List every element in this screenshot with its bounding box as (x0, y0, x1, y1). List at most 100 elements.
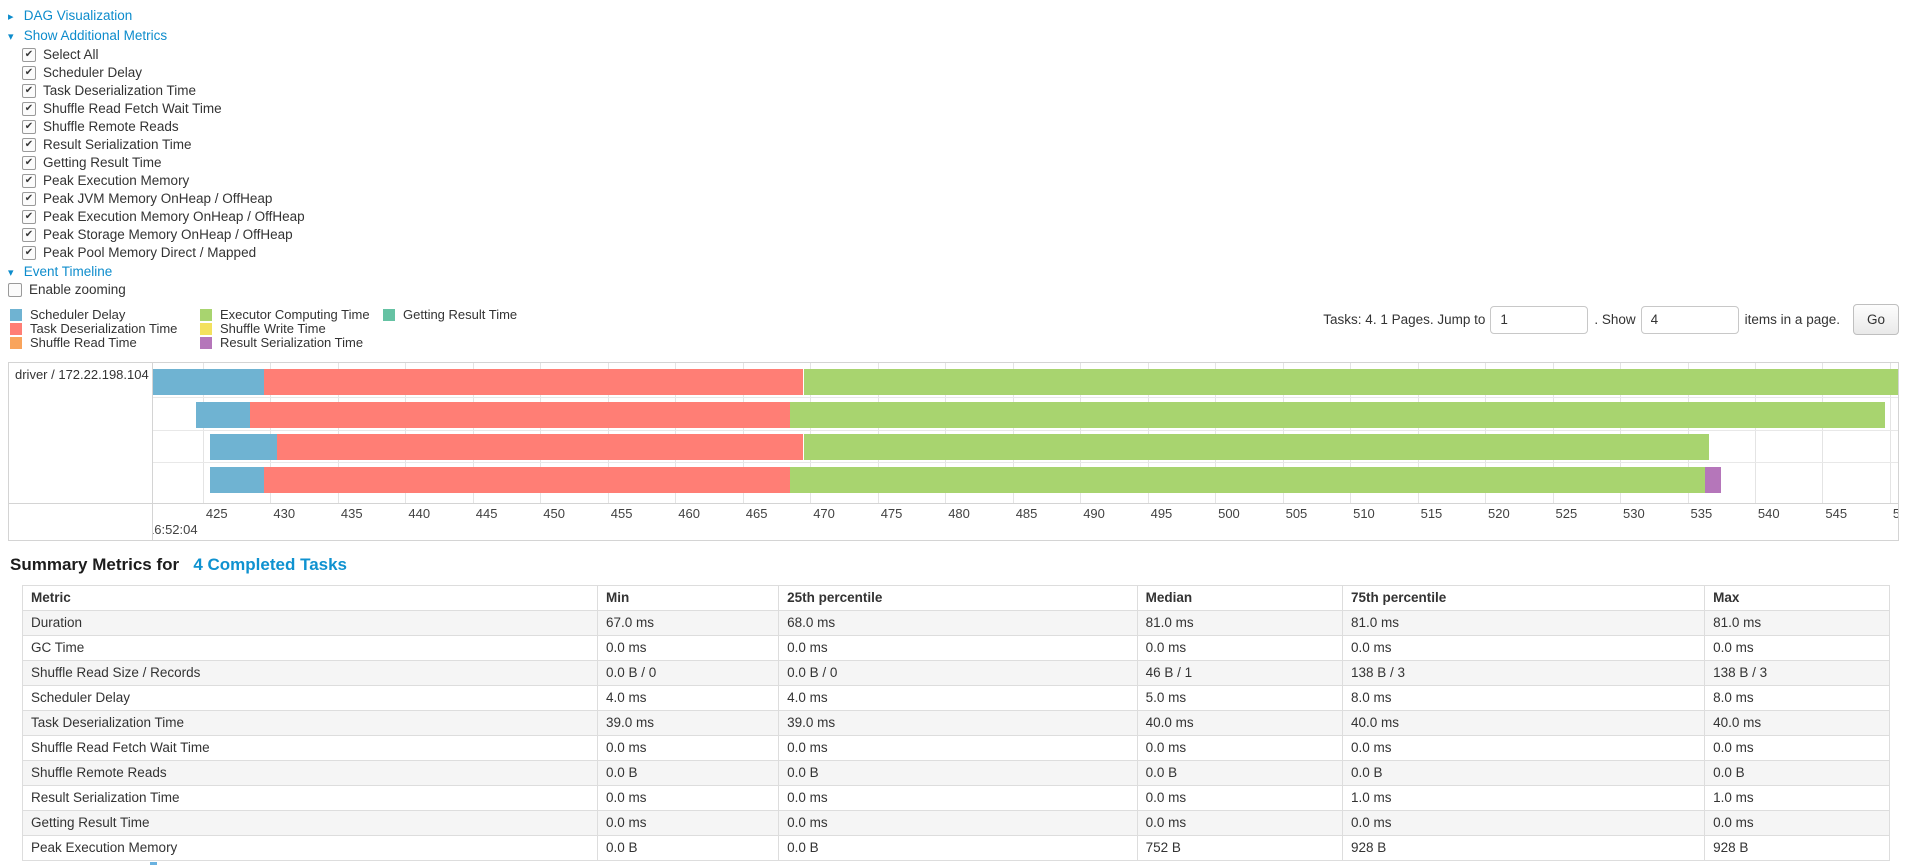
show-additional-metrics-link[interactable]: Show Additional Metrics (23, 28, 168, 43)
metric-checkbox[interactable] (22, 210, 36, 224)
getting-result-swatch (383, 309, 395, 321)
axis-tick-label: 520 (1488, 506, 1510, 521)
task-bar-segment-result-serialization[interactable] (1705, 466, 1722, 493)
event-timeline-toggle[interactable]: ▾ Event Timeline (0, 262, 1907, 282)
axis-gridline (1552, 363, 1554, 503)
axis-tick-label: 480 (948, 506, 970, 521)
timeline-row-label-column: driver / 172.22.198.104 (9, 363, 153, 540)
go-button[interactable]: Go (1852, 304, 1899, 335)
axis-tick-label: 470 (813, 506, 835, 521)
metric-checkbox[interactable] (22, 192, 36, 206)
metric-checkbox-row-10[interactable]: Peak Storage Memory OnHeap / OffHeap (0, 226, 1907, 244)
axis-gridline (337, 363, 339, 503)
timeline-row-separator (153, 397, 1898, 398)
metric-checkbox[interactable] (22, 102, 36, 116)
metric-checkbox-label: Shuffle Remote Reads (43, 119, 179, 134)
metric-checkbox-row-3[interactable]: Shuffle Read Fetch Wait Time (0, 100, 1907, 118)
task-bar-segment-scheduler-delay[interactable] (209, 466, 264, 493)
axis-tick-label: 495 (1150, 506, 1173, 521)
jump-to-page-input[interactable] (1490, 305, 1589, 334)
axis-gridline (1485, 363, 1486, 503)
pagination-mid-text: . Show (1594, 312, 1636, 327)
task-bar-segment-task-deserialization[interactable] (263, 369, 804, 395)
axis-gridline (202, 363, 204, 503)
task-bar-segment-scheduler-delay[interactable] (153, 369, 264, 395)
table-cell: 0.0 B / 0 (778, 660, 1138, 686)
legend-item: Result Serialization Time (200, 336, 383, 350)
table-cell: 0.0 ms (597, 785, 780, 811)
axis-tick-label: 485 (1015, 506, 1038, 521)
executor-computing-swatch (200, 309, 212, 321)
dag-visualization-link[interactable]: DAG Visualization (23, 8, 133, 23)
table-cell: 0.0 ms (1136, 785, 1343, 811)
table-cell: 81.0 ms (1136, 610, 1343, 636)
metric-checkbox-row-1[interactable]: Scheduler Delay (0, 64, 1907, 82)
metric-checkbox[interactable] (22, 246, 36, 260)
metric-checkbox[interactable] (22, 66, 36, 80)
metric-checkbox-row-9[interactable]: Peak Execution Memory OnHeap / OffHeap (0, 208, 1907, 226)
axis-tick-label: 510 (1353, 506, 1375, 521)
metric-checkbox[interactable] (22, 120, 36, 134)
axis-gridline (742, 363, 744, 503)
task-bar-segment-task-deserialization[interactable] (263, 466, 790, 493)
axis-tick-label: 475 (880, 506, 903, 521)
table-row: Shuffle Read Size / Records 0.0 B / 0 0.0 … (21, 660, 1890, 686)
metric-checkbox[interactable] (22, 228, 36, 242)
metric-checkbox-row-7[interactable]: Peak Execution Memory (0, 172, 1907, 190)
shuffle-read-swatch (10, 337, 22, 349)
completed-tasks-link[interactable]: 4 Completed Tasks (193, 555, 348, 574)
metric-checkbox[interactable] (22, 174, 36, 188)
axis-gridline (675, 363, 677, 503)
table-cell: Task Deserialization Time (21, 710, 599, 736)
metric-checkbox-row-0[interactable]: Select All (0, 46, 1907, 64)
items-per-page-input[interactable] (1640, 305, 1739, 334)
timeline-axis-line (9, 503, 1898, 504)
axis-gridline (877, 363, 879, 503)
event-timeline-link[interactable]: Event Timeline (23, 264, 113, 279)
metric-checkbox-row-8[interactable]: Peak JVM Memory OnHeap / OffHeap (0, 190, 1907, 208)
axis-major-label: 16:52:04 (153, 522, 198, 537)
metric-checkbox-row-5[interactable]: Result Serialization Time (0, 136, 1907, 154)
metric-checkbox-row-2[interactable]: Task Deserialization Time (0, 82, 1907, 100)
metric-checkbox[interactable] (22, 156, 36, 170)
axis-gridline (1012, 363, 1014, 503)
axis-gridline (1889, 363, 1891, 503)
enable-zooming-row[interactable]: Enable zooming (0, 282, 1907, 298)
table-cell: 67.0 ms (597, 610, 780, 636)
table-row: GC Time 0.0 ms 0.0 ms 0.0 ms 0.0 ms 0.0 ms (21, 635, 1890, 661)
table-cell: 0.0 ms (1704, 735, 1890, 761)
metric-checkbox-row-4[interactable]: Shuffle Remote Reads (0, 118, 1907, 136)
task-bar-segment-executor-computing[interactable] (803, 434, 1710, 460)
metric-checkbox-label: Task Deserialization Time (43, 83, 197, 98)
table-cell: 0.0 B / 0 (597, 660, 780, 686)
axis-tick-label: 505 (1285, 506, 1308, 521)
task-bar-segment-task-deserialization[interactable] (250, 401, 790, 428)
table-header-cell: Metric (21, 585, 599, 611)
table-cell: 0.0 B (1341, 760, 1706, 786)
table-cell: 0.0 ms (1341, 735, 1706, 761)
metric-checkbox-row-11[interactable]: Peak Pool Memory Direct / Mapped (0, 244, 1907, 262)
task-bar-segment-executor-computing[interactable] (803, 369, 1898, 395)
task-bar-segment-executor-computing[interactable] (790, 466, 1705, 493)
task-bar-segment-scheduler-delay[interactable] (196, 401, 251, 428)
task-bar-segment-scheduler-delay[interactable] (209, 434, 278, 460)
show-additional-metrics-toggle[interactable]: ▾ Show Additional Metrics (0, 26, 1907, 46)
axis-gridline (607, 363, 609, 503)
dag-visualization-toggle[interactable]: ▸ DAG Visualization (0, 6, 1907, 26)
metric-checkbox-row-6[interactable]: Getting Result Time (0, 154, 1907, 172)
task-bar-segment-executor-computing[interactable] (790, 401, 1885, 428)
axis-gridline (540, 363, 542, 503)
enable-zooming-checkbox[interactable] (8, 283, 22, 297)
summary-heading-prefix: Summary Metrics for (10, 555, 180, 574)
table-row: Duration 67.0 ms 68.0 ms 81.0 ms 81.0 ms 81.0… (21, 610, 1890, 636)
legend-item: Getting Result Time (383, 308, 517, 322)
metric-checkbox[interactable] (22, 48, 36, 62)
metric-checkbox[interactable] (22, 138, 36, 152)
task-bar-segment-task-deserialization[interactable] (277, 434, 804, 460)
metric-checkbox-label: Result Serialization Time (43, 137, 192, 152)
table-cell: 0.0 B (1136, 760, 1343, 786)
metric-checkbox[interactable] (22, 84, 36, 98)
table-header-cell: 25th percentile (778, 585, 1138, 611)
timeline-legend: Scheduler Delay Task Deserialization Time… (10, 308, 517, 350)
table-cell: 0.0 ms (597, 635, 780, 661)
